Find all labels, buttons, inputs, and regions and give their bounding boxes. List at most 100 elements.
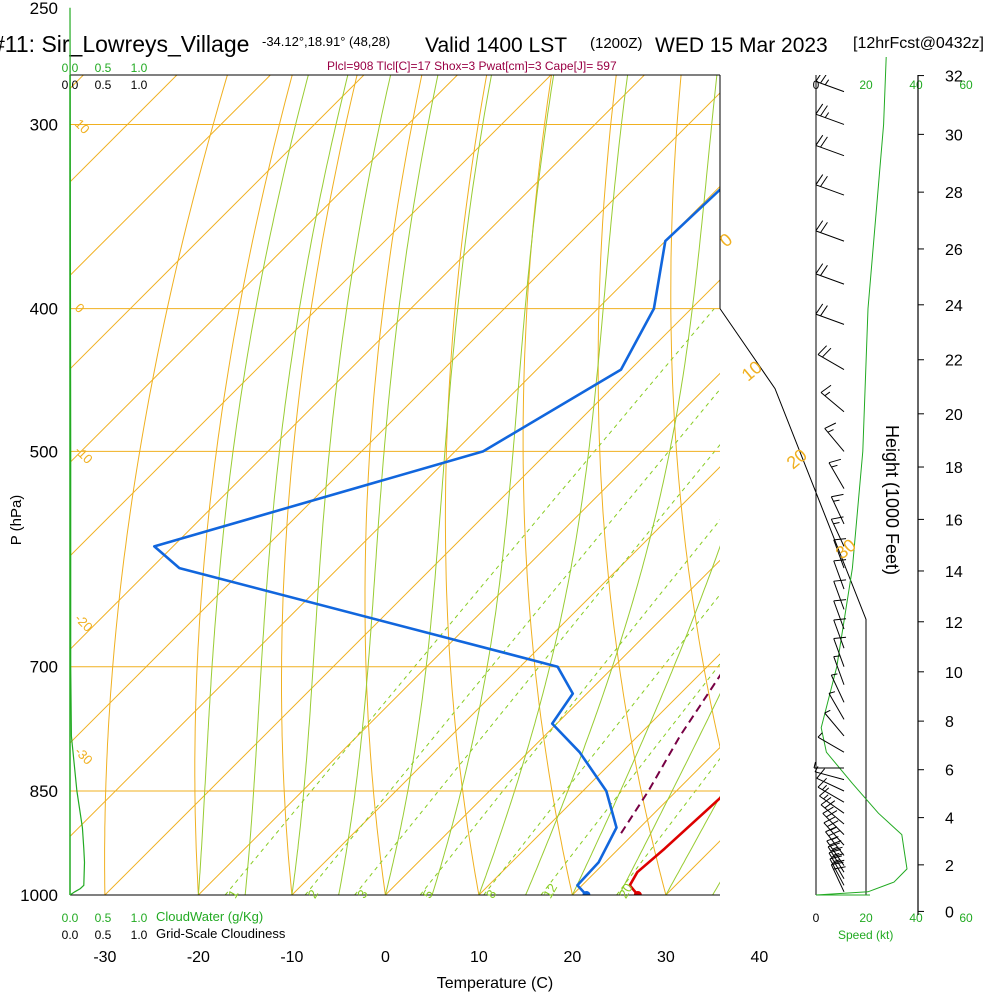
isotherm-line (70, 75, 85, 90)
speed-tick-top: 60 (959, 78, 973, 92)
height-axis-label: Height (1000 Feet) (882, 425, 902, 575)
moist-adiabat-line (618, 692, 720, 895)
wind-barb-feather (833, 599, 847, 602)
valid-date: WED 15 Mar 2023 (655, 34, 828, 57)
wind-barb-feather (829, 840, 842, 846)
pressure-label: 500 (30, 442, 58, 461)
wind-barb-staff (815, 184, 845, 196)
wind-barb (830, 673, 845, 703)
wind-barb-staff (815, 144, 845, 157)
temperature-tick-label: 20 (564, 949, 582, 966)
isotherm-line (70, 75, 272, 277)
dry-adiabat-line (809, 8, 946, 895)
height-tick-label: 20 (945, 407, 963, 424)
parcel-curve (620, 673, 720, 834)
wind-barb (815, 134, 845, 157)
wind-barb-half-feather (828, 691, 836, 694)
wind-barb-staff (828, 462, 845, 489)
temperature-tick-label: 30 (657, 949, 675, 966)
wind-barb-staff (833, 656, 845, 685)
isotherm-line (70, 92, 720, 744)
wind-barb (813, 761, 844, 769)
mixing-ratio-line (354, 444, 720, 895)
wind-barb-half-feather (814, 766, 819, 773)
cloud-scale-tick: 1.0 (131, 911, 148, 925)
wind-barb-staff (833, 619, 845, 649)
wind-barb-feather (820, 175, 828, 187)
wind-barb (833, 579, 847, 610)
wind-barb (833, 599, 847, 630)
pressure-label: 400 (30, 300, 58, 319)
isotherm-label: 30 (832, 535, 860, 563)
isotherm-label: 0 (716, 229, 737, 251)
wind-barb-half-feather (831, 464, 838, 468)
wind-barb-feather (833, 579, 847, 582)
isotherm-label: -30 (72, 744, 96, 768)
wind-barb-staff (817, 736, 845, 753)
valid-time: Valid 1400 LST (425, 34, 567, 57)
wind-barb-half-feather (824, 709, 831, 714)
wind-barb (833, 559, 847, 590)
mixing-ratio-line (616, 757, 720, 895)
wind-barb (828, 691, 845, 720)
wind-barb-half-feather (833, 522, 840, 525)
wind-barb-half-feather (833, 655, 840, 658)
mixing-ratio-line (224, 308, 715, 895)
speed-tick-bottom: 0 (813, 911, 820, 925)
station-title: #11: Sir_Lowreys_Village (0, 31, 249, 57)
height-tick-label: 26 (945, 242, 963, 259)
mixing-ratio-line (483, 593, 720, 895)
height-tick-label: 6 (945, 763, 954, 780)
height-tick-label: 24 (945, 298, 963, 315)
moist-adiabat-line (478, 75, 629, 895)
wind-barb-feather (819, 787, 830, 797)
isotherm-line (70, 185, 720, 838)
wind-barb-staff (830, 674, 845, 703)
speed-tick-bottom: 60 (959, 911, 973, 925)
wind-barb (820, 384, 845, 413)
speed-tick-top: 0 (813, 78, 820, 92)
wind-barb-feather (820, 136, 828, 148)
mixing-ratio-label: 20 (615, 881, 635, 901)
dry-adiabat-line (444, 75, 488, 895)
pressure-label: 300 (30, 115, 58, 134)
isotherm-label: 10 (72, 116, 93, 137)
wind-barb-half-feather (827, 429, 834, 433)
temperature-tick-label: -20 (187, 949, 210, 966)
wind-barb-feather (831, 516, 844, 520)
wind-barb-feather (828, 458, 842, 464)
cloud-scale-tick: 1.0 (131, 78, 148, 92)
wind-barb-feather (833, 538, 847, 541)
wind-barb (817, 732, 845, 753)
temperature-tick-label: 40 (751, 949, 769, 966)
height-tick-label: 14 (945, 564, 963, 581)
mixing-ratio-label: 3 (354, 887, 371, 901)
wind-barb-staff (815, 273, 845, 285)
moist-adiabat-line (525, 75, 718, 895)
pressure-label: 850 (30, 782, 58, 801)
mixing-ratio-label: 1 (225, 887, 242, 901)
height-tick-label: 12 (945, 615, 963, 632)
wind-barb-feather (815, 303, 824, 315)
dry-adiabat-line (364, 75, 423, 895)
wind-barb-feather (824, 800, 836, 809)
wind-barbs (813, 75, 847, 893)
isotherm-line (198, 372, 720, 895)
wind-barb-staff (833, 581, 845, 610)
isotherm-line (70, 75, 365, 370)
height-tick-label: 0 (945, 904, 954, 921)
wind-barb-feather (830, 846, 843, 852)
wind-barb (815, 174, 845, 196)
moist-adiabat-line (197, 75, 309, 895)
isotherm-line (478, 653, 720, 895)
wind-barb-feather (820, 222, 828, 233)
wind-barb-feather (817, 777, 827, 788)
wind-barb-feather (820, 105, 828, 117)
wind-barb (830, 493, 845, 525)
wind-barb (828, 458, 845, 489)
wind-barb-half-feather (824, 79, 830, 86)
wind-barb-feather (831, 493, 844, 498)
wind-barb-feather (821, 347, 832, 358)
height-tick-label: 18 (945, 460, 963, 477)
